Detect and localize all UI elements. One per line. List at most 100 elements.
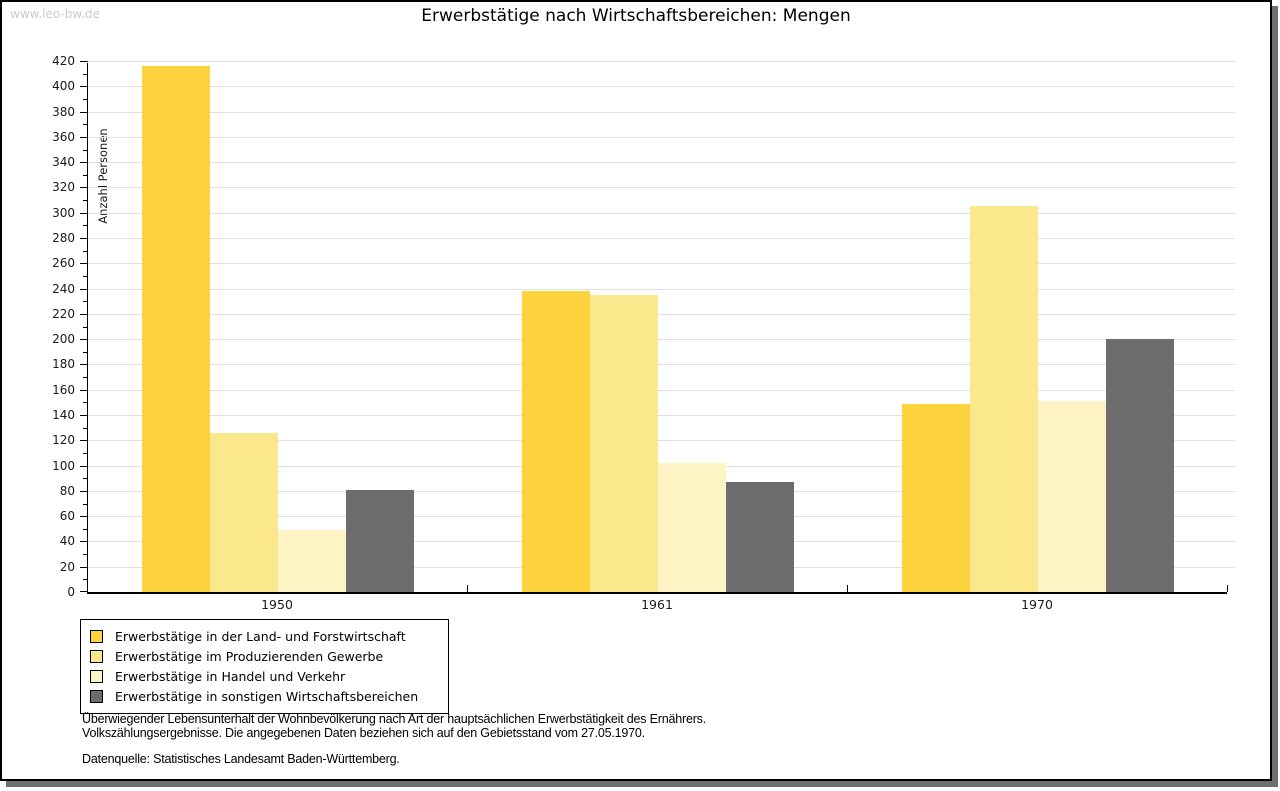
legend-swatch — [90, 669, 103, 683]
y-gridline — [88, 389, 1235, 391]
y-tick-label: 200 — [52, 332, 75, 347]
x-category-label: 1961 — [641, 597, 673, 612]
y-minor-tick — [83, 377, 88, 379]
y-minor-tick — [83, 427, 88, 429]
x-boundary-tick — [1227, 585, 1228, 592]
y-tick-label: 160 — [52, 382, 75, 397]
y-minor-tick — [83, 452, 88, 454]
y-minor-tick — [83, 149, 88, 151]
y-gridline — [88, 313, 1235, 315]
y-major-tick — [80, 288, 88, 290]
bar-1950-series4 — [346, 489, 414, 592]
y-minor-tick — [83, 124, 88, 126]
legend-item: Erwerbstätige in Handel und Verkehr — [90, 666, 438, 686]
y-gridline — [88, 111, 1235, 113]
bar-1950-series3 — [278, 530, 346, 592]
bar-1970-series2 — [970, 206, 1038, 592]
y-minor-tick — [83, 326, 88, 328]
footer-note-line1: Überwiegender Lebensunterhalt der Wohnbe… — [82, 712, 706, 726]
y-tick-label: 80 — [59, 483, 75, 498]
y-major-tick — [80, 389, 88, 391]
y-tick-label: 240 — [52, 281, 75, 296]
leo-bw-watermark: www.leo-bw.de — [10, 7, 100, 21]
y-major-tick — [80, 212, 88, 214]
y-gridline — [88, 263, 1235, 265]
y-minor-tick — [83, 200, 88, 202]
x-boundary-tick — [467, 585, 468, 592]
bar-1961-series1 — [522, 291, 590, 592]
y-tick-label: 100 — [52, 458, 75, 473]
y-major-tick — [80, 238, 88, 239]
y-minor-tick — [83, 275, 88, 277]
bar-1961-series4 — [726, 482, 794, 592]
y-gridline — [88, 162, 1235, 164]
legend-item: Erwerbstätige im Produzierenden Gewerbe — [90, 646, 438, 666]
legend-swatch — [90, 629, 103, 643]
y-tick-label: 140 — [52, 408, 75, 422]
y-major-tick — [80, 465, 88, 467]
y-major-tick — [80, 415, 88, 416]
y-gridline — [88, 187, 1235, 189]
legend-swatch — [90, 649, 103, 663]
x-boundary-tick — [847, 585, 848, 592]
bar-1970-series1 — [902, 403, 970, 592]
plot-area: Anzahl Personen 0 20 40 60 80 100 120 140 160 180… — [52, 55, 1235, 598]
legend-item-label: Erwerbstätige in der Land- und Forstwirt… — [115, 628, 406, 644]
y-gridline — [88, 288, 1235, 290]
y-tick-label: 20 — [59, 559, 75, 574]
data-source-note: Datenquelle: Statistisches Landesamt Bad… — [82, 752, 400, 766]
bar-1961-series3 — [658, 463, 726, 592]
bar-1970-series3 — [1038, 401, 1106, 592]
y-tick-label: 340 — [52, 155, 75, 170]
y-major-tick — [80, 440, 88, 442]
y-gridline — [88, 61, 1235, 62]
y-major-tick — [80, 263, 88, 265]
y-tick-label: 320 — [52, 180, 75, 195]
y-tick-label: 380 — [52, 104, 75, 119]
y-gridline — [88, 440, 1235, 442]
y-tick-label: 0 — [67, 585, 75, 599]
y-minor-tick — [83, 579, 88, 581]
y-tick-label: 280 — [52, 231, 75, 245]
y-major-tick — [80, 162, 88, 164]
y-major-tick — [80, 61, 88, 62]
legend: Erwerbstätige in der Land- und Forstwirt… — [80, 619, 449, 714]
y-minor-tick — [83, 503, 88, 505]
footer-note-line2: Volkszählungsergebnisse. Die angegebenen… — [82, 725, 645, 740]
y-tick-label: 400 — [52, 79, 75, 94]
y-minor-tick — [83, 225, 88, 227]
y-minor-tick — [83, 73, 88, 75]
y-minor-tick — [83, 528, 88, 530]
y-gridline — [88, 415, 1235, 416]
y-major-tick — [80, 111, 88, 113]
y-minor-tick — [83, 301, 88, 303]
bar-1950-series2 — [210, 432, 278, 592]
y-minor-tick — [83, 351, 88, 353]
y-major-tick — [80, 313, 88, 315]
y-major-tick — [80, 86, 88, 88]
legend-item-label: Erwerbstätige in sonstigen Wirtschaftsbe… — [115, 688, 419, 704]
y-minor-tick — [83, 174, 88, 176]
y-minor-tick — [83, 478, 88, 480]
y-tick-label: 300 — [52, 205, 75, 220]
y-major-tick — [80, 136, 88, 138]
legend-swatch — [90, 689, 103, 703]
y-major-tick — [80, 591, 88, 592]
legend-item: Erwerbstätige in der Land- und Forstwirt… — [90, 626, 438, 646]
y-tick-label: 260 — [52, 256, 75, 271]
legend-item-label: Erwerbstätige in Handel und Verkehr — [115, 668, 346, 684]
y-gridline — [88, 238, 1235, 239]
bar-1950-series1 — [142, 66, 210, 592]
legend-item-label: Erwerbstätige im Produzierenden Gewerbe — [115, 648, 384, 664]
y-gridline — [88, 339, 1235, 341]
bar-1970-series4 — [1106, 339, 1174, 592]
chart-title: Erwerbstätige nach Wirtschaftsbereichen:… — [421, 6, 851, 26]
y-major-tick — [80, 541, 88, 543]
y-major-tick — [80, 364, 88, 366]
y-gridline — [88, 86, 1235, 88]
y-major-tick — [80, 339, 88, 341]
y-major-tick — [80, 566, 88, 568]
y-tick-label: 420 — [52, 54, 75, 68]
bar-1961-series2 — [590, 294, 658, 592]
